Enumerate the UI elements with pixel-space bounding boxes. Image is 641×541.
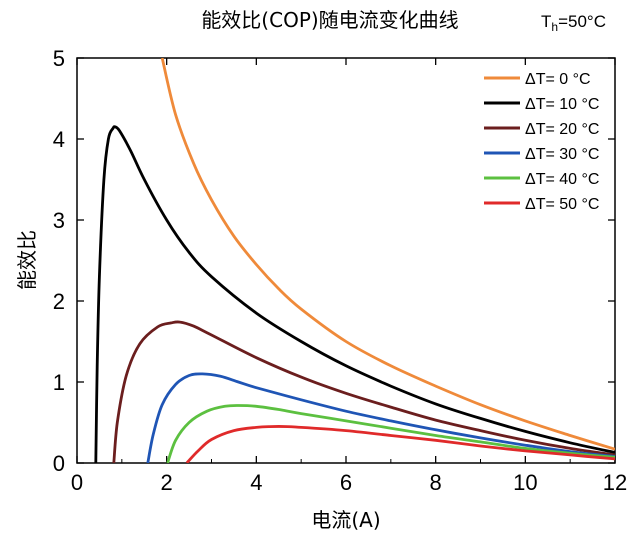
y-axis-title: 能效比: [15, 230, 39, 290]
series-line-1: [94, 125, 615, 463]
x-tick-label: 8: [430, 470, 442, 495]
y-tick-label: 2: [53, 289, 65, 314]
legend-label: ΔT= 10 °C: [525, 96, 599, 113]
chart-title: 能效比(COP)随电流变化曲线: [201, 8, 458, 32]
series-line-2: [112, 320, 615, 463]
series-line-5: [185, 425, 615, 463]
legend-label: ΔT= 50 °C: [525, 196, 599, 213]
x-tick-label: 4: [250, 470, 262, 495]
legend-label: ΔT= 30 °C: [525, 146, 599, 163]
y-tick-label: 4: [53, 127, 65, 152]
series-line-3: [146, 372, 615, 463]
legend-label: ΔT= 20 °C: [525, 121, 599, 138]
series-line-0: [160, 58, 615, 451]
plot-frame: [76, 57, 616, 464]
x-tick-label: 10: [513, 470, 537, 495]
x-tick-label: 12: [603, 470, 627, 495]
series-line-4: [166, 404, 615, 463]
y-tick-label: 0: [53, 451, 65, 476]
y-tick-label: 3: [53, 208, 65, 233]
x-tick-label: 6: [340, 470, 352, 495]
x-tick-label: 0: [71, 470, 83, 495]
x-tick-label: 2: [161, 470, 173, 495]
legend: ΔT= 0 °C ΔT= 10 °C ΔT= 20 °C ΔT= 30 °C ΔT= 4…: [484, 71, 599, 213]
y-tick-label: 5: [53, 46, 65, 71]
temperature-condition: Th=50°C: [541, 12, 606, 34]
x-axis-title: 电流(A): [311, 508, 380, 532]
legend-label: ΔT= 40 °C: [525, 171, 599, 188]
legend-label: ΔT= 0 °C: [525, 71, 591, 88]
y-tick-label: 1: [53, 370, 65, 395]
